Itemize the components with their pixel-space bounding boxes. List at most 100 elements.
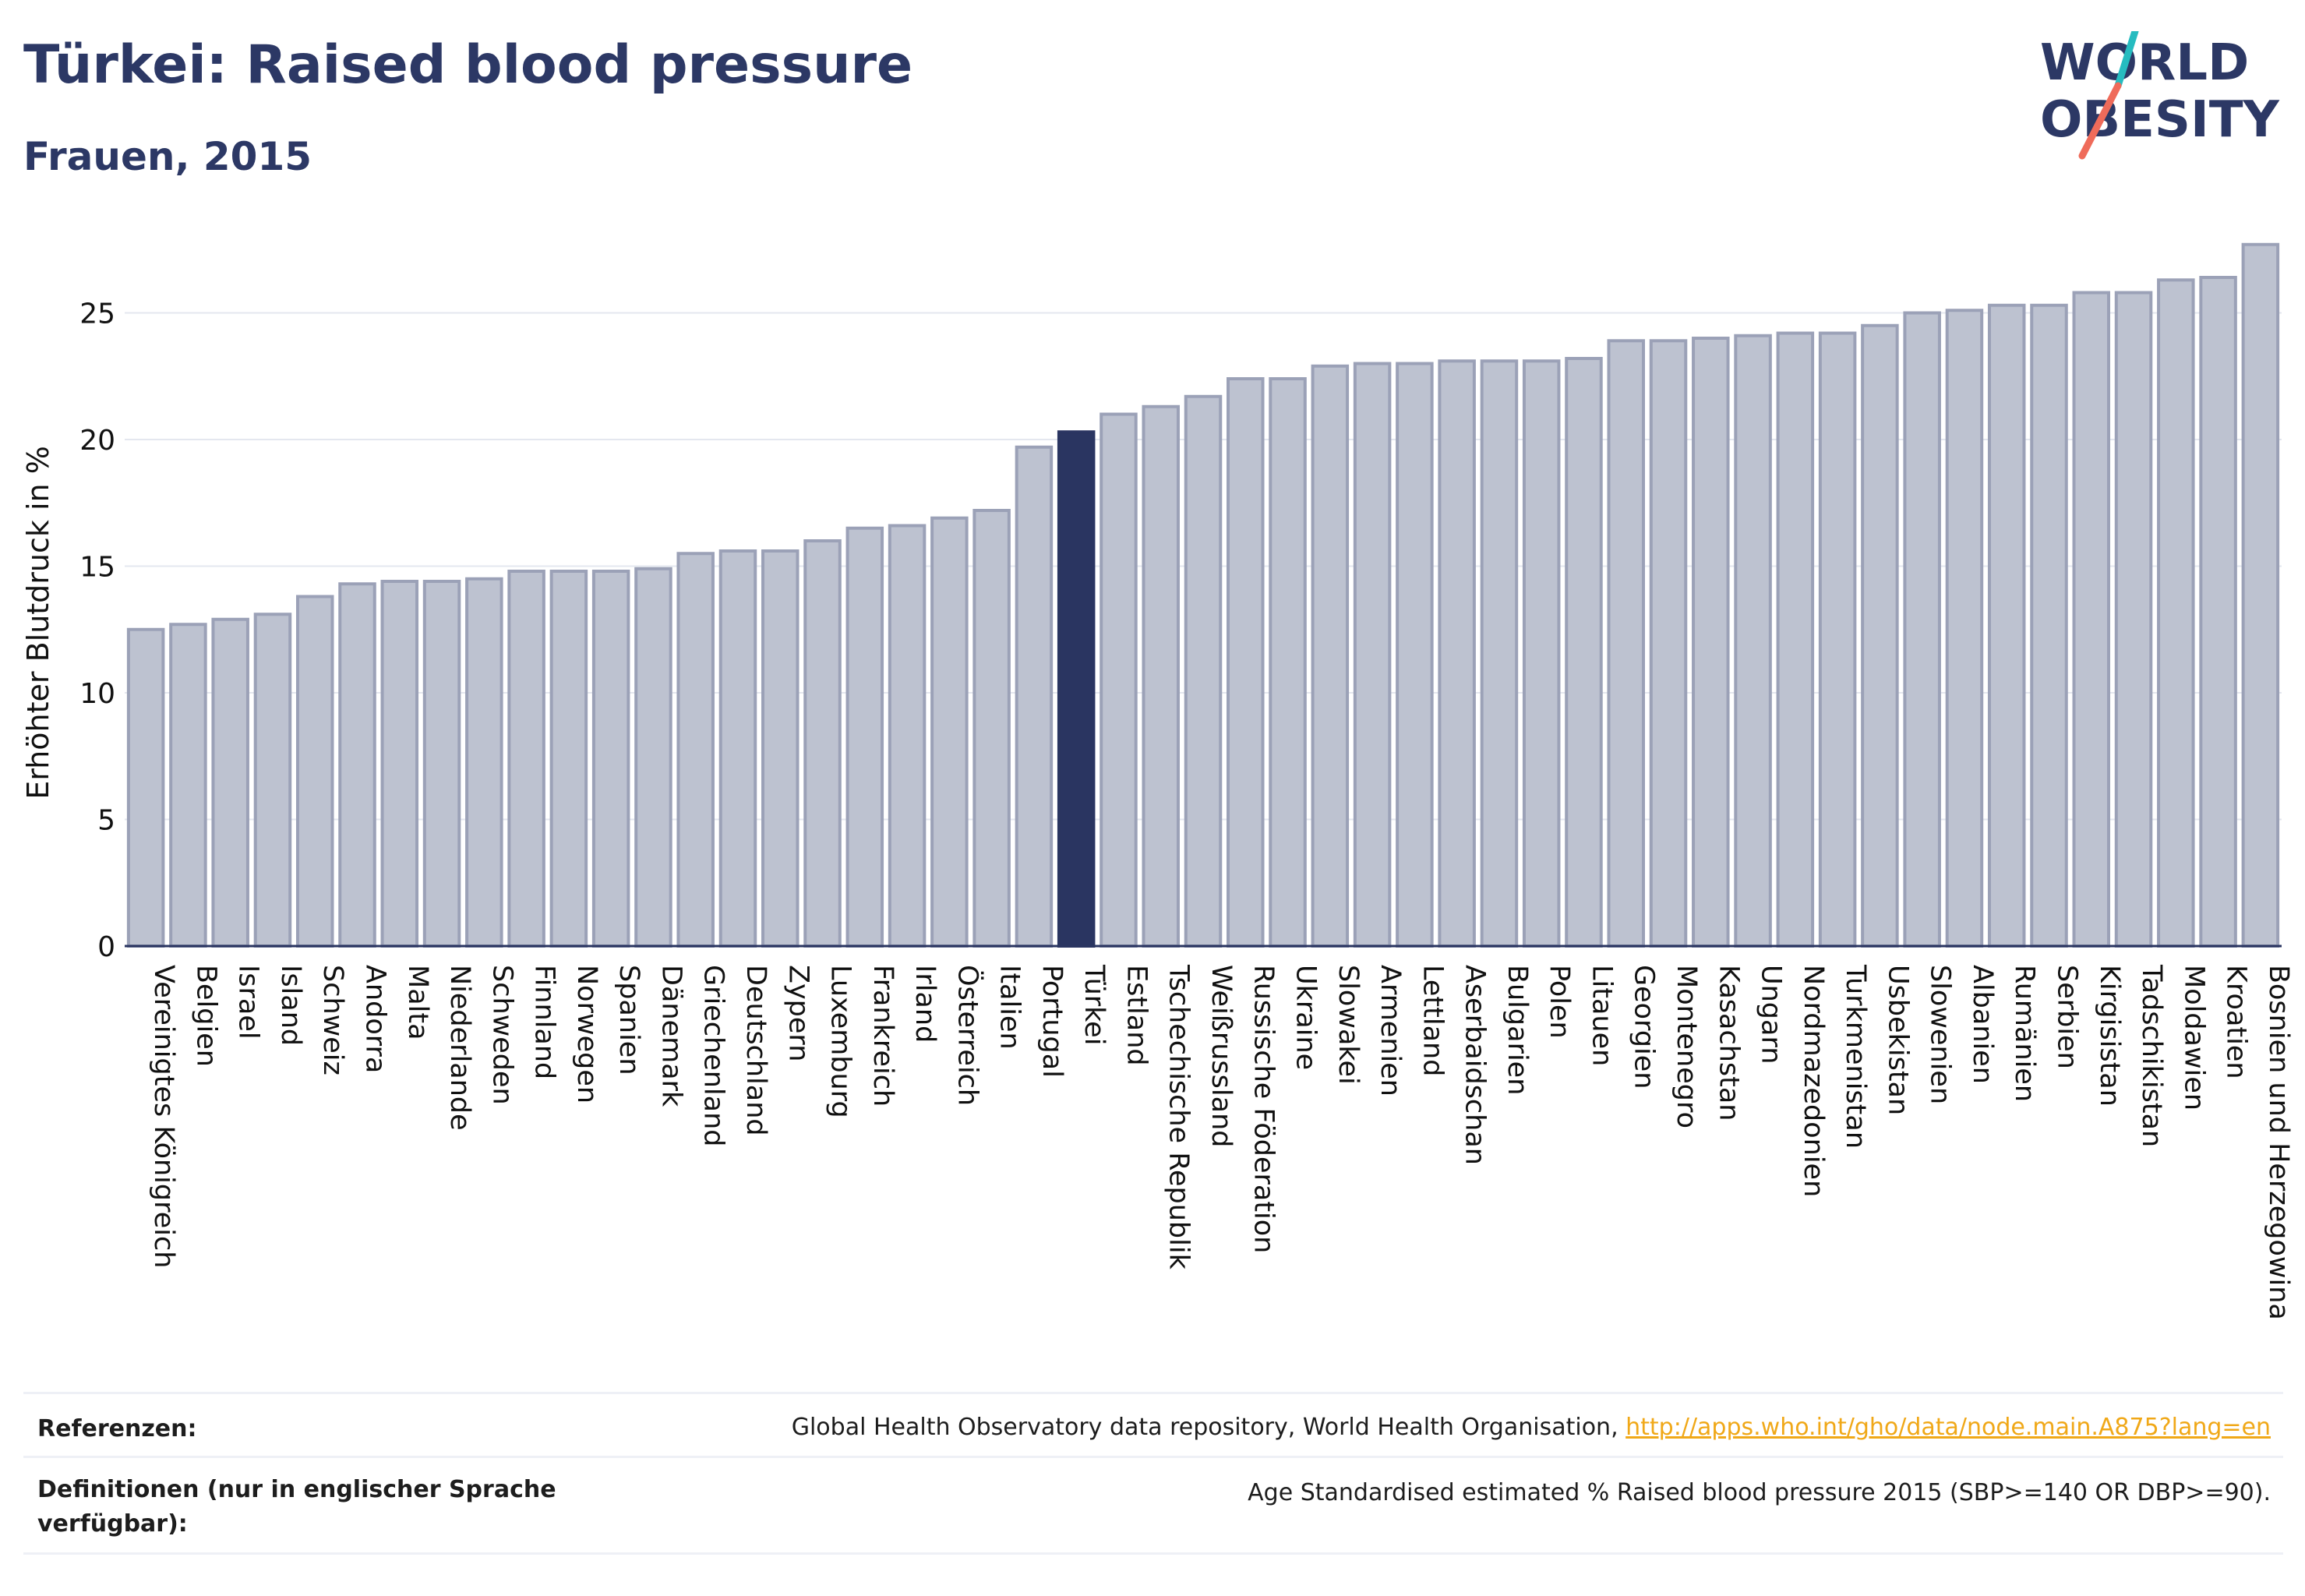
chart-title: Türkei: Raised blood pressure xyxy=(23,34,913,96)
world-obesity-logo: WORLD OBESITY xyxy=(2040,31,2279,160)
bar xyxy=(465,577,503,948)
references-link[interactable]: http://apps.who.int/gho/data/node.main.A… xyxy=(1626,1414,2271,1441)
x-tick-label: Ungarn xyxy=(1756,965,1787,1064)
bar-highlighted xyxy=(1057,430,1096,948)
x-tick-label: Vereinigtes Königreich xyxy=(148,965,179,1268)
x-tick-label: Dänemark xyxy=(655,965,687,1107)
x-tick-label: Montenegro xyxy=(1671,965,1702,1128)
x-tick-label: Irland xyxy=(909,965,941,1043)
bar xyxy=(2114,291,2153,948)
bar xyxy=(1480,359,1519,948)
bar xyxy=(1438,359,1476,948)
bar xyxy=(338,582,376,948)
chart-subtitle: Frauen, 2015 xyxy=(23,134,312,179)
x-tick-label: Moldawien xyxy=(2178,965,2209,1110)
x-axis-labels: Vereinigtes Königreich Belgien Israel Islan… xyxy=(148,964,2294,1320)
x-tick-label: Kirgisistan xyxy=(2094,965,2125,1107)
footer-divider-middle xyxy=(23,1456,2283,1458)
x-tick-label: Armenien xyxy=(1375,965,1406,1096)
y-tick-label: 25 xyxy=(79,298,115,330)
bar xyxy=(1734,334,1772,948)
x-tick-label: Albanien xyxy=(1967,965,1998,1084)
x-tick-label: Norwegen xyxy=(571,965,602,1103)
bar xyxy=(803,539,842,948)
x-tick-label: Österreich xyxy=(951,965,984,1106)
x-tick-label: Litauen xyxy=(1586,965,1617,1066)
x-tick-label: Usbekistan xyxy=(1882,965,1913,1115)
logo-text-line2: OBESITY xyxy=(2040,91,2279,149)
x-tick-label: Türkei xyxy=(1078,964,1110,1045)
bar xyxy=(507,570,545,948)
y-tick-label: 20 xyxy=(79,425,115,457)
references-text: Global Health Observatory data repositor… xyxy=(791,1414,1626,1441)
bar xyxy=(169,623,207,948)
x-tick-label: Polen xyxy=(1544,965,1575,1039)
bar xyxy=(2199,276,2237,948)
bar xyxy=(676,552,715,948)
y-axis-ticks: 0 5 10 15 20 25 xyxy=(79,298,115,964)
y-axis-label: Erhöhter Blutdruck in % xyxy=(21,446,55,800)
x-tick-label: Finnland xyxy=(529,965,560,1079)
x-tick-label: Griechenland xyxy=(698,965,729,1146)
bar xyxy=(1607,339,1645,948)
bar xyxy=(2030,303,2068,948)
footer-divider-top xyxy=(23,1392,2283,1394)
bar xyxy=(2072,291,2111,948)
x-tick-label: Malta xyxy=(402,965,433,1040)
x-tick-label: Schweden xyxy=(486,965,517,1105)
x-tick-label: Frankreich xyxy=(867,965,898,1107)
logo-slash-coral xyxy=(2078,82,2122,160)
bar xyxy=(1353,362,1392,948)
x-tick-label: Luxemburg xyxy=(825,965,856,1118)
x-tick-label: Serbien xyxy=(2051,965,2082,1069)
y-tick-label: 15 xyxy=(79,552,115,584)
bar xyxy=(1522,359,1561,948)
x-tick-label: Schweiz xyxy=(317,965,348,1075)
x-tick-label: Tschechische Republik xyxy=(1163,964,1195,1270)
bar xyxy=(718,549,757,948)
x-tick-label: Georgien xyxy=(1629,965,1660,1089)
bar xyxy=(1987,303,2026,948)
x-tick-label: Slowakei xyxy=(1333,965,1364,1085)
bar xyxy=(211,617,249,948)
bar xyxy=(845,526,884,948)
x-tick-label: Deutschland xyxy=(740,965,771,1136)
bar xyxy=(1818,331,1857,948)
y-tick-label: 5 xyxy=(97,805,115,837)
footer-divider-bottom xyxy=(23,1552,2283,1555)
bar xyxy=(380,580,419,948)
definitions-label: Definitionen (nur in englischer Sprache … xyxy=(37,1476,556,1538)
bar xyxy=(1311,364,1350,948)
bar xyxy=(549,570,588,948)
x-tick-label: Israel xyxy=(233,965,264,1040)
x-tick-label: Russische Föderation xyxy=(1248,965,1279,1253)
x-tick-label: Bulgarien xyxy=(1502,965,1533,1095)
bar xyxy=(591,570,630,948)
x-tick-label: Portugal xyxy=(1036,965,1068,1078)
bar xyxy=(295,595,334,948)
x-tick-label: Island xyxy=(275,965,306,1046)
x-tick-label: Andorra xyxy=(360,965,391,1073)
x-tick-label: Ukraine xyxy=(1290,965,1322,1070)
bar xyxy=(930,516,969,948)
bar xyxy=(1142,404,1180,948)
x-tick-label: Belgien xyxy=(190,965,221,1067)
x-tick-label: Lettland xyxy=(1417,965,1448,1076)
y-tick-label: 10 xyxy=(79,678,115,710)
logo-text-line1: WORLD xyxy=(2040,34,2249,92)
x-tick-label: Bosnien und Herzegowina xyxy=(2263,965,2294,1320)
bar xyxy=(1269,377,1307,948)
bars xyxy=(126,242,2280,948)
bar xyxy=(1396,362,1434,948)
bar xyxy=(972,509,1011,948)
bar-chart: 0 5 10 15 20 25 Vereinigtes Königreich Belgien… xyxy=(21,242,2294,1320)
bar xyxy=(1861,323,1899,948)
x-tick-label: Estland xyxy=(1121,965,1152,1066)
x-tick-label: Aserbaidschan xyxy=(1460,965,1491,1165)
bar xyxy=(1649,339,1688,948)
x-tick-label: Weißrussland xyxy=(1205,965,1237,1147)
bar xyxy=(2157,278,2195,948)
bar xyxy=(1015,445,1054,948)
definitions-value: Age Standardised estimated % Raised bloo… xyxy=(1248,1479,2271,1506)
bar xyxy=(2241,242,2280,948)
